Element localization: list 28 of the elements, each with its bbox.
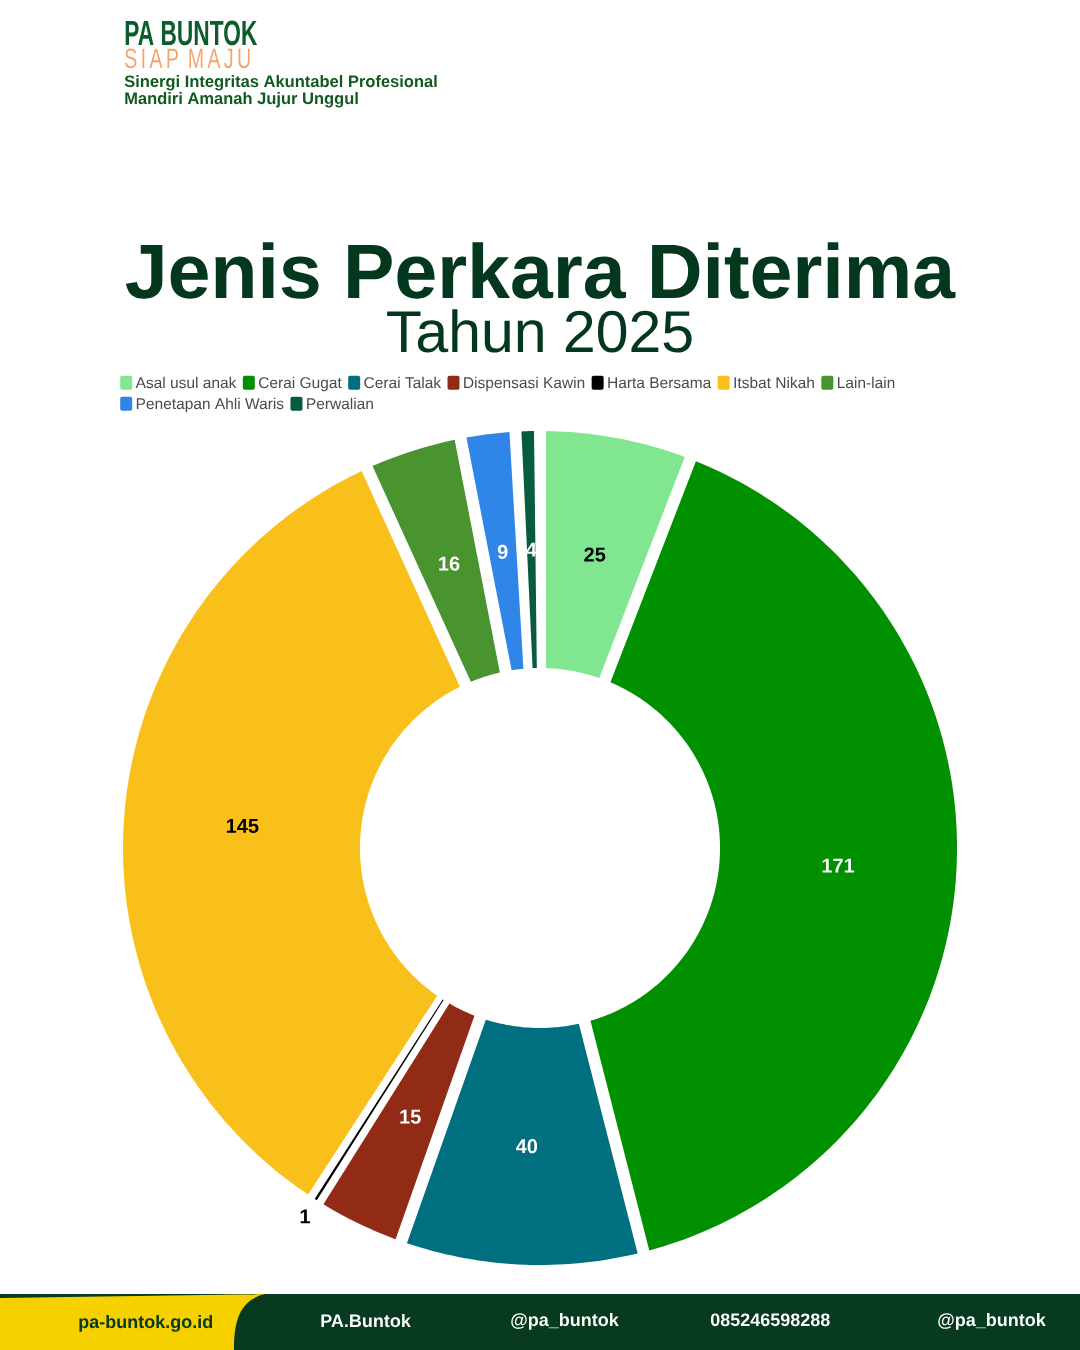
- text: Sinergi Integritas Akuntabel Profesional: [124, 75, 437, 91]
- legend-label: Asal usul anak: [135, 376, 237, 389]
- chart-title: Jenis Perkara Diterima: [125, 242, 956, 299]
- chart-subtitle: Tahun 2025: [387, 309, 692, 353]
- text: Mandiri Amanah Jujur Unggul: [125, 92, 358, 108]
- data-label: 171: [822, 858, 855, 873]
- data-label: 15: [400, 1109, 421, 1124]
- text: SIAP MAJU: [125, 48, 250, 69]
- legend-label: Penetapan Ahli Waris: [136, 397, 284, 413]
- text: @pa_buntok: [511, 1312, 619, 1330]
- text: pa-buntok.go.id: [79, 1314, 213, 1332]
- data-label: 145: [226, 819, 259, 833]
- text: PA BUNTOK: [125, 20, 258, 46]
- legend-label: Cerai Gugat: [258, 376, 342, 392]
- text: 085246598288: [710, 1313, 830, 1327]
- legend-label: Dispensasi Kawin: [464, 376, 585, 392]
- text: @pa_buntok: [938, 1312, 1046, 1330]
- legend-label: Lain-lain: [837, 376, 895, 389]
- text: PA.Buntok: [321, 1313, 411, 1328]
- legend-label: Perwalian: [307, 397, 373, 410]
- data-label: 1: [300, 1209, 310, 1224]
- data-label: 9: [497, 544, 508, 559]
- data-label: 16: [439, 556, 460, 571]
- data-label: 40: [515, 1139, 538, 1154]
- legend-label: Itsbat Nikah: [734, 376, 814, 389]
- legend-label: Cerai Talak: [364, 376, 442, 389]
- data-label: 25: [584, 547, 606, 562]
- legend-label: Harta Bersama: [608, 377, 712, 389]
